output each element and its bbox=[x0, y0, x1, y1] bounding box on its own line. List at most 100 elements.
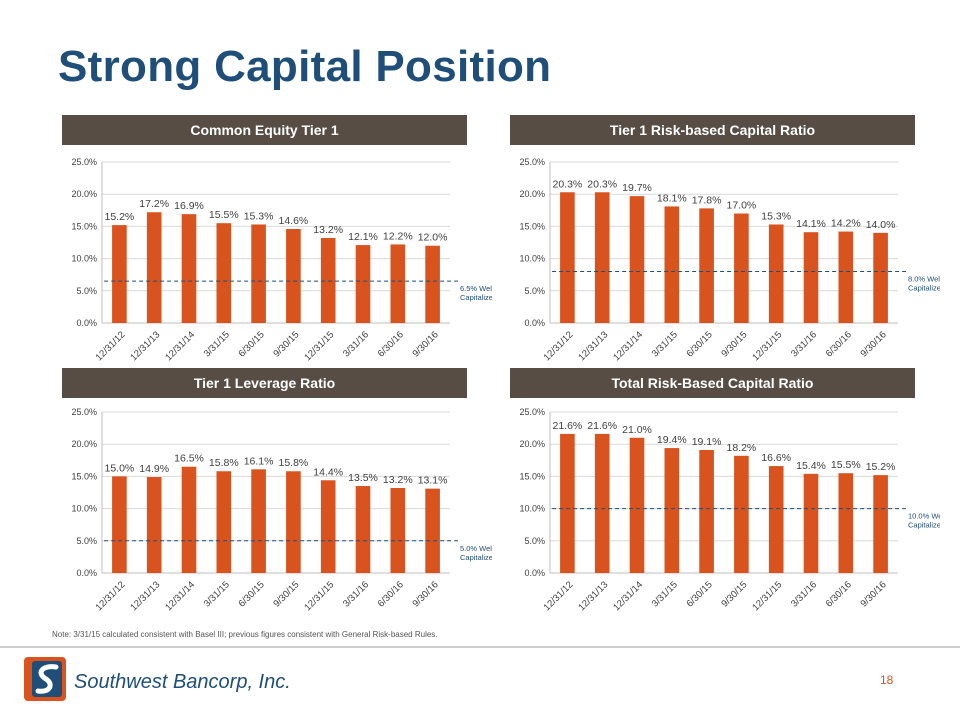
data-label: 16.9% bbox=[174, 200, 204, 212]
data-label: 20.3% bbox=[553, 178, 583, 190]
x-tick-label: 12/31/12 bbox=[542, 329, 576, 363]
data-label: 21.0% bbox=[622, 424, 652, 436]
bar bbox=[768, 224, 784, 323]
data-label: 17.0% bbox=[727, 200, 757, 212]
data-label: 15.3% bbox=[761, 210, 791, 222]
x-tick-label: 6/30/16 bbox=[376, 579, 406, 609]
data-label: 15.8% bbox=[279, 457, 309, 469]
x-tick-label: 9/30/15 bbox=[271, 579, 301, 609]
company-logo: Southwest Bancorp, Inc. bbox=[22, 655, 312, 705]
y-tick-label: 5.0% bbox=[524, 536, 545, 546]
y-tick-label: 10.0% bbox=[519, 254, 545, 264]
page-title: Strong Capital Position bbox=[58, 42, 552, 91]
bar bbox=[286, 228, 301, 323]
y-tick-label: 15.0% bbox=[71, 471, 97, 481]
data-label: 16.6% bbox=[761, 452, 791, 464]
x-tick-label: 12/31/13 bbox=[128, 329, 162, 363]
bar bbox=[560, 192, 575, 323]
threshold-label: 10.0% Well bbox=[908, 512, 940, 521]
threshold-label: Capitalized bbox=[460, 293, 492, 302]
data-label: 13.5% bbox=[348, 472, 378, 484]
bar bbox=[355, 486, 371, 573]
data-label: 17.2% bbox=[139, 198, 169, 210]
x-tick-label: 9/30/16 bbox=[411, 579, 441, 609]
bar bbox=[320, 237, 336, 323]
data-label: 16.1% bbox=[244, 455, 274, 467]
bar bbox=[425, 245, 440, 323]
chart-header-tier1-leverage: Tier 1 Leverage Ratio bbox=[62, 368, 467, 398]
bar bbox=[594, 192, 610, 323]
bar bbox=[112, 225, 127, 323]
y-tick-label: 0.0% bbox=[76, 568, 97, 578]
bar bbox=[594, 433, 610, 573]
data-label: 19.4% bbox=[657, 434, 687, 446]
y-tick-label: 15.0% bbox=[71, 221, 97, 231]
x-tick-label: 9/30/15 bbox=[719, 579, 749, 609]
bar bbox=[390, 487, 406, 573]
y-tick-label: 20.0% bbox=[71, 189, 97, 199]
x-tick-label: 12/31/15 bbox=[750, 329, 784, 363]
data-label: 12.1% bbox=[348, 231, 378, 243]
data-label: 15.4% bbox=[796, 460, 826, 472]
data-label: 19.7% bbox=[622, 182, 652, 194]
bar bbox=[216, 223, 232, 323]
x-tick-label: 12/31/14 bbox=[611, 329, 645, 363]
bar bbox=[873, 232, 888, 323]
data-label: 14.0% bbox=[866, 219, 896, 231]
x-tick-label: 3/31/15 bbox=[650, 579, 680, 609]
bar bbox=[838, 473, 854, 573]
x-tick-label: 9/30/16 bbox=[859, 329, 889, 359]
page-number: 18 bbox=[880, 673, 894, 687]
bar bbox=[146, 212, 162, 323]
tier1-leverage-chart: 0.0% 5.0% 10.0% 15.0% 20.0% 25.0% 15.0% 12/31/1… bbox=[71, 407, 492, 613]
y-tick-label: 15.0% bbox=[519, 471, 545, 481]
threshold-label: Capitalized bbox=[908, 283, 940, 292]
data-label: 21.6% bbox=[553, 420, 583, 432]
x-tick-label: 3/31/16 bbox=[341, 579, 371, 609]
data-label: 13.2% bbox=[313, 224, 343, 236]
bar bbox=[838, 231, 854, 323]
bar bbox=[734, 213, 749, 323]
x-tick-label: 12/31/14 bbox=[163, 329, 197, 363]
bar bbox=[768, 466, 784, 573]
bar bbox=[629, 196, 645, 323]
data-label: 18.1% bbox=[657, 192, 687, 204]
y-tick-label: 20.0% bbox=[519, 189, 545, 199]
data-label: 21.6% bbox=[587, 420, 617, 432]
bar bbox=[320, 480, 336, 573]
bar bbox=[734, 455, 749, 573]
x-tick-label: 12/31/14 bbox=[163, 579, 197, 613]
threshold-label: 6.5% Well bbox=[460, 284, 492, 293]
y-tick-label: 0.0% bbox=[76, 318, 97, 328]
x-tick-label: 3/31/16 bbox=[341, 329, 371, 359]
bar bbox=[664, 206, 680, 323]
x-tick-label: 12/31/15 bbox=[750, 579, 784, 613]
data-label: 15.8% bbox=[209, 457, 239, 469]
x-tick-label: 9/30/15 bbox=[271, 329, 301, 359]
x-tick-label: 12/31/12 bbox=[94, 329, 128, 363]
y-tick-label: 15.0% bbox=[519, 221, 545, 231]
data-label: 20.3% bbox=[587, 178, 617, 190]
data-label: 17.8% bbox=[692, 194, 722, 206]
x-tick-label: 12/31/15 bbox=[302, 329, 336, 363]
y-tick-label: 10.0% bbox=[71, 254, 97, 264]
y-tick-label: 20.0% bbox=[519, 439, 545, 449]
x-tick-label: 12/31/15 bbox=[302, 579, 336, 613]
y-tick-label: 25.0% bbox=[71, 407, 97, 417]
bar bbox=[629, 437, 645, 573]
total-risk-chart: 0.0% 5.0% 10.0% 15.0% 20.0% 25.0% 21.6% 12/31/1… bbox=[519, 407, 940, 613]
chart-header-total-risk: Total Risk-Based Capital Ratio bbox=[510, 368, 915, 398]
bar bbox=[425, 488, 440, 573]
x-tick-label: 3/31/15 bbox=[650, 329, 680, 359]
y-tick-label: 25.0% bbox=[519, 407, 545, 417]
bar bbox=[181, 466, 197, 573]
bar bbox=[664, 448, 680, 573]
data-label: 13.2% bbox=[383, 474, 413, 486]
bar bbox=[873, 475, 888, 573]
bar bbox=[112, 476, 127, 573]
x-tick-label: 3/31/15 bbox=[202, 329, 232, 359]
y-tick-label: 5.0% bbox=[76, 536, 97, 546]
data-label: 15.2% bbox=[866, 461, 896, 473]
threshold-label: 8.0% Well bbox=[908, 274, 940, 283]
data-label: 15.5% bbox=[831, 459, 861, 471]
